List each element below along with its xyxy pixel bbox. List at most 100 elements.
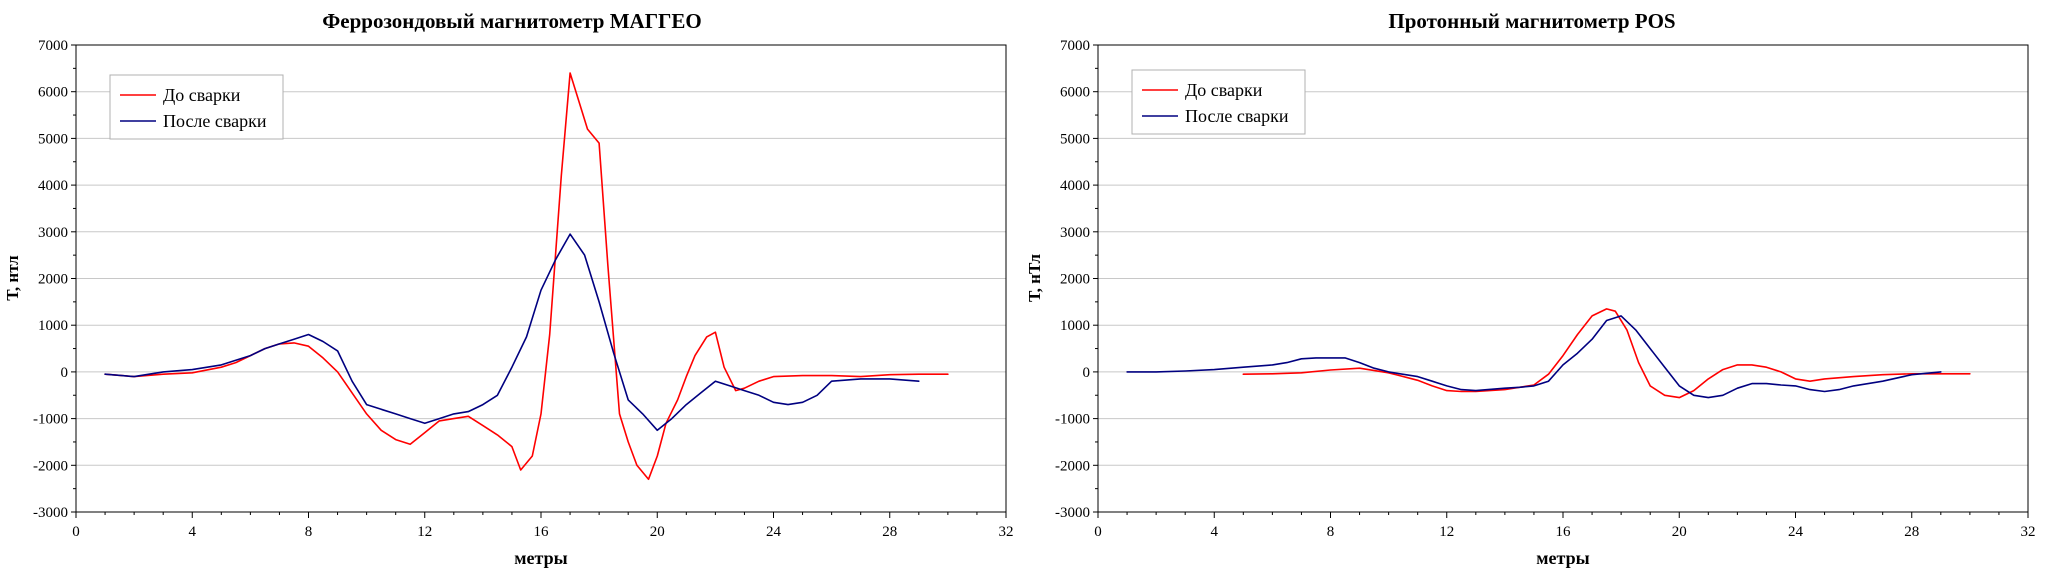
y-tick-label: -1000 bbox=[1055, 412, 1090, 428]
data-point-after bbox=[714, 380, 716, 382]
y-tick-label: 6000 bbox=[1060, 85, 1090, 101]
data-point-before bbox=[191, 372, 193, 374]
y-tick-label: 2000 bbox=[38, 272, 68, 288]
data-point-after bbox=[540, 289, 542, 291]
data-point-after bbox=[191, 368, 193, 370]
data-point-after bbox=[336, 350, 338, 352]
data-point-before bbox=[1794, 378, 1796, 380]
data-point-after bbox=[365, 403, 367, 405]
x-axis: 0 4 8 12 16 20 24 28 32 bbox=[1094, 512, 2036, 540]
data-point-after bbox=[1838, 388, 1840, 390]
data-point-after bbox=[583, 254, 585, 256]
y-tick-label: 5000 bbox=[1060, 131, 1090, 147]
data-point-before bbox=[549, 333, 551, 335]
data-point-after bbox=[1664, 366, 1666, 368]
data-point-after bbox=[1417, 375, 1419, 377]
data-point-after bbox=[1358, 361, 1360, 363]
data-point-after bbox=[1620, 315, 1622, 317]
x-tick-label: 12 bbox=[417, 524, 432, 540]
data-point-before bbox=[636, 464, 638, 466]
x-axis-label: метры bbox=[514, 548, 567, 568]
data-point-after bbox=[438, 417, 440, 419]
x-axis-label: метры bbox=[1536, 548, 1589, 568]
data-point-before bbox=[1664, 394, 1666, 396]
data-point-after bbox=[1344, 357, 1346, 359]
data-point-before bbox=[482, 424, 484, 426]
data-point-after bbox=[380, 408, 382, 410]
data-point-before bbox=[1765, 366, 1767, 368]
data-point-after bbox=[1446, 385, 1448, 387]
legend-label-before: До сварки bbox=[1185, 80, 1263, 100]
data-point-before bbox=[586, 128, 588, 130]
data-point-after bbox=[758, 394, 760, 396]
x-tick-label: 16 bbox=[534, 524, 550, 540]
x-tick-label: 8 bbox=[1327, 524, 1335, 540]
data-point-before bbox=[1649, 385, 1651, 387]
data-point-after bbox=[1882, 380, 1884, 382]
data-point-before bbox=[918, 373, 920, 375]
data-point-before bbox=[1882, 374, 1884, 376]
y-tick-label: 1000 bbox=[1060, 318, 1090, 334]
data-point-after bbox=[1678, 385, 1680, 387]
data-point-before bbox=[889, 374, 891, 376]
data-point-after bbox=[569, 233, 571, 235]
data-point-before bbox=[1547, 373, 1549, 375]
x-tick-label: 0 bbox=[72, 524, 80, 540]
data-point-before bbox=[453, 417, 455, 419]
data-point-after bbox=[1271, 364, 1273, 366]
data-point-after bbox=[293, 338, 295, 340]
data-point-before bbox=[560, 175, 562, 177]
data-point-after bbox=[1518, 386, 1520, 388]
data-point-after bbox=[1373, 367, 1375, 369]
data-point-after bbox=[1751, 382, 1753, 384]
data-point-after bbox=[1300, 358, 1302, 360]
y-tick-label: -3000 bbox=[1055, 505, 1090, 521]
y-tick-label: 5000 bbox=[38, 131, 68, 147]
data-point-after bbox=[1823, 390, 1825, 392]
data-point-before bbox=[235, 361, 237, 363]
data-point-before bbox=[1562, 354, 1564, 356]
data-point-before bbox=[496, 434, 498, 436]
data-point-after bbox=[322, 340, 324, 342]
data-point-after bbox=[1576, 352, 1578, 354]
data-point-after bbox=[1184, 370, 1186, 372]
legend: До сварки После сварки bbox=[109, 74, 284, 140]
data-point-after bbox=[453, 413, 455, 415]
x-tick-label: 4 bbox=[1211, 524, 1219, 540]
data-point-before bbox=[1576, 333, 1578, 335]
data-point-after bbox=[467, 410, 469, 412]
data-point-before bbox=[380, 429, 382, 431]
series-group bbox=[104, 72, 949, 481]
data-point-before bbox=[607, 263, 609, 265]
data-point-after bbox=[351, 380, 353, 382]
y-axis-label: Т, нТл bbox=[1025, 254, 1044, 302]
data-point-after bbox=[554, 259, 556, 261]
data-point-after bbox=[889, 378, 891, 380]
data-point-after bbox=[1286, 361, 1288, 363]
data-point-before bbox=[1736, 364, 1738, 366]
data-point-before bbox=[1300, 372, 1302, 374]
data-point-after bbox=[1213, 368, 1215, 370]
data-point-before bbox=[1707, 378, 1709, 380]
x-tick-label: 8 bbox=[305, 524, 313, 540]
y-tick-label: 7000 bbox=[1060, 38, 1090, 54]
data-point-after bbox=[1605, 319, 1607, 321]
legend-label-after: После сварки bbox=[1185, 106, 1289, 126]
data-point-before bbox=[438, 420, 440, 422]
data-point-before bbox=[1417, 379, 1419, 381]
data-point-before bbox=[743, 387, 745, 389]
x-tick-label: 24 bbox=[766, 524, 782, 540]
data-point-before bbox=[830, 374, 832, 376]
data-point-after bbox=[860, 378, 862, 380]
data-point-before bbox=[531, 455, 533, 457]
data-point-after bbox=[685, 403, 687, 405]
x-tick-label: 32 bbox=[2021, 524, 2036, 540]
data-point-after bbox=[264, 347, 266, 349]
data-point-after bbox=[671, 417, 673, 419]
data-point-before bbox=[1242, 373, 1244, 375]
data-point-after bbox=[1635, 329, 1637, 331]
data-point-after bbox=[249, 354, 251, 356]
data-point-before bbox=[656, 455, 658, 457]
x-tick-label: 28 bbox=[1904, 524, 1919, 540]
y-axis: -3000 -2000 -1000 0 1000 2000 3000 4000 5000 6000… bbox=[1055, 38, 1098, 521]
